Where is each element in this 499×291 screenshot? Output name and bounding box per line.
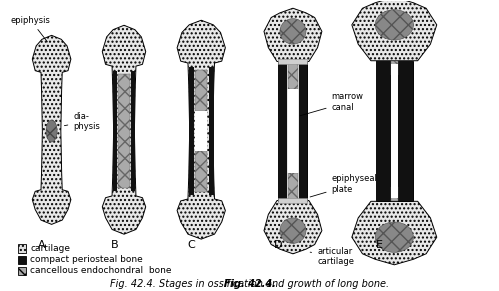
Polygon shape (195, 70, 208, 111)
FancyBboxPatch shape (18, 255, 26, 264)
Polygon shape (376, 61, 413, 201)
Text: epiphysis: epiphysis (10, 15, 50, 42)
Ellipse shape (280, 218, 306, 243)
Ellipse shape (280, 19, 306, 44)
Polygon shape (195, 111, 208, 151)
Polygon shape (32, 35, 71, 224)
Polygon shape (376, 61, 391, 201)
Polygon shape (398, 61, 413, 201)
FancyBboxPatch shape (18, 267, 26, 275)
Polygon shape (391, 187, 398, 201)
Text: E: E (376, 239, 383, 250)
Text: dia-
physis: dia- physis (64, 112, 100, 131)
Text: B: B (111, 239, 118, 250)
Text: articular
cartilage: articular cartilage (310, 247, 354, 266)
Polygon shape (264, 200, 322, 254)
Polygon shape (288, 173, 298, 200)
Polygon shape (189, 67, 194, 195)
Text: cancellous endochondral  bone: cancellous endochondral bone (30, 267, 172, 276)
Polygon shape (131, 71, 135, 191)
Text: Fig. 42.4.: Fig. 42.4. (224, 279, 275, 289)
Text: epiphyseal
plate: epiphyseal plate (310, 174, 377, 197)
Text: Fig. 42.4. Stages in ossification and growth of long bone.: Fig. 42.4. Stages in ossification and gr… (110, 279, 389, 289)
Polygon shape (352, 201, 437, 265)
Polygon shape (352, 0, 437, 61)
Text: marrow
canal: marrow canal (300, 92, 364, 116)
Polygon shape (113, 71, 117, 191)
Polygon shape (288, 89, 298, 173)
Text: compact periosteal bone: compact periosteal bone (30, 255, 143, 265)
Polygon shape (177, 20, 226, 239)
Polygon shape (288, 61, 298, 89)
Polygon shape (278, 198, 307, 203)
Polygon shape (278, 61, 287, 200)
Text: A: A (38, 239, 46, 250)
Polygon shape (391, 61, 398, 75)
Text: C: C (188, 239, 196, 250)
Ellipse shape (375, 222, 413, 252)
Polygon shape (299, 61, 307, 200)
Polygon shape (209, 67, 214, 195)
Polygon shape (278, 59, 307, 64)
Polygon shape (102, 25, 146, 234)
Polygon shape (264, 8, 322, 61)
Polygon shape (195, 151, 208, 192)
FancyBboxPatch shape (18, 244, 26, 253)
Polygon shape (278, 61, 307, 200)
Text: cartilage: cartilage (30, 244, 70, 253)
Ellipse shape (46, 120, 57, 142)
Text: D: D (274, 239, 283, 250)
Polygon shape (118, 74, 130, 188)
Ellipse shape (375, 10, 413, 40)
Polygon shape (391, 63, 398, 198)
